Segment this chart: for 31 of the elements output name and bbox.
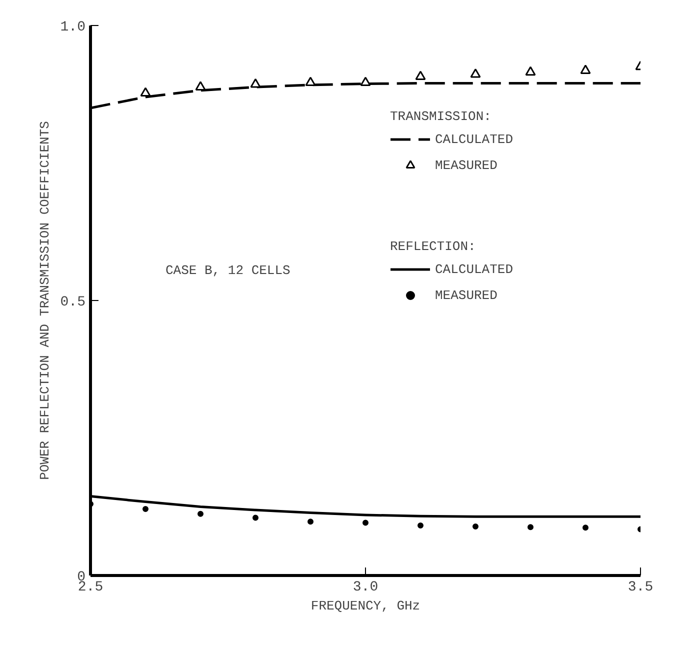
legend-label: CALCULATED: [435, 132, 514, 146]
x-tick-label: 3.5: [628, 580, 654, 596]
y-tick-label: 0.5: [60, 294, 86, 310]
point: [415, 70, 426, 80]
x-axis-title: FREQUENCY, GHz: [310, 598, 420, 614]
point: [360, 76, 371, 86]
point: [470, 68, 481, 78]
point: [362, 520, 368, 526]
point: [472, 524, 478, 530]
point: [142, 506, 148, 512]
point: [528, 524, 534, 530]
x-tick-label: 3.0: [352, 580, 378, 596]
point: [195, 81, 206, 90]
point: [252, 514, 258, 521]
legend-label: MEASURED: [435, 288, 498, 302]
point: [305, 76, 316, 86]
point: [140, 87, 151, 96]
point: [580, 64, 591, 74]
point: [582, 524, 588, 531]
annotation: CASE B, 12 CELLS: [166, 263, 291, 278]
point: [418, 522, 424, 528]
y-tick-label: 1.0: [60, 20, 86, 36]
annotation: TRANSMISSION:: [390, 109, 492, 124]
annotation: REFLECTION:: [390, 239, 477, 254]
point: [308, 518, 314, 525]
point: [525, 66, 536, 76]
legend-label: MEASURED: [435, 158, 498, 172]
y-axis-title: POWER REFLECTION AND TRANSMISSION COEFFICIENTS: [37, 120, 52, 480]
legend-label: CALCULATED: [435, 262, 514, 276]
point: [198, 510, 204, 517]
point: [250, 78, 261, 88]
